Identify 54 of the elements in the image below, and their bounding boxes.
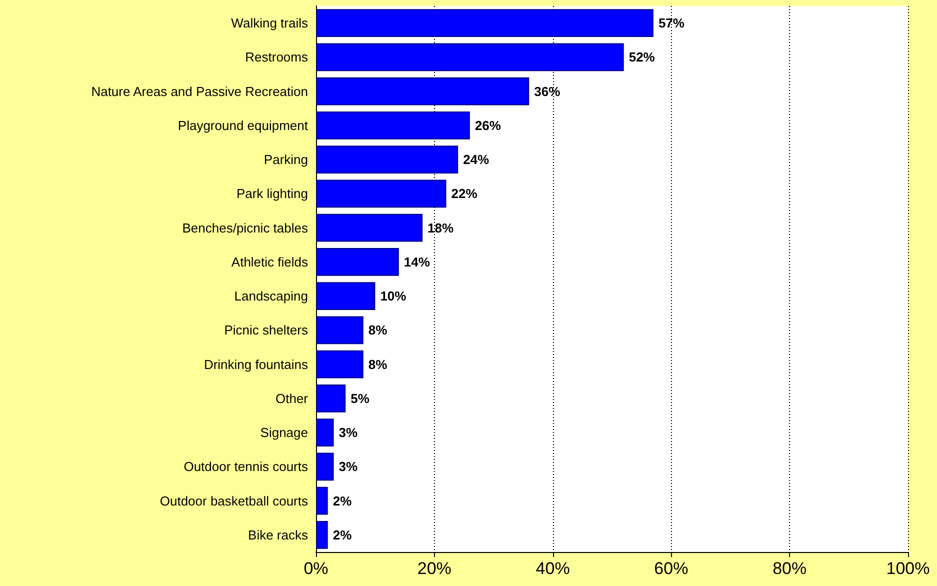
y-tick-label: Bike racks [248, 527, 308, 542]
bar [316, 316, 364, 344]
bar [316, 77, 530, 106]
y-tick-label: Nature Areas and Passive Recreation [91, 84, 308, 99]
y-tick-label: Signage [260, 425, 308, 440]
y-tick-label: Drinking fountains [204, 356, 308, 372]
bar [316, 520, 328, 549]
x-tick-label: 20% [417, 559, 452, 578]
y-tick-label: Benches/picnic tables [182, 220, 308, 236]
data-label: 36% [534, 84, 561, 99]
y-tick-label: Landscaping [234, 288, 308, 304]
bar [316, 214, 423, 242]
data-label: 3% [338, 459, 358, 474]
x-tick-label: 60% [654, 559, 688, 578]
data-label: 18% [428, 220, 454, 236]
y-tick-label: Picnic shelters [224, 322, 308, 338]
y-tick-label: Outdoor tennis courts [184, 459, 308, 474]
data-label: 52% [628, 50, 656, 65]
data-label: 5% [350, 390, 370, 406]
bar [316, 43, 624, 72]
data-label: 8% [368, 356, 388, 372]
y-tick-label: Park lighting [236, 186, 308, 202]
y-tick-label: Athletic fields [231, 254, 308, 270]
bar [316, 9, 654, 38]
data-label: 10% [380, 288, 407, 304]
data-label: 57% [658, 16, 685, 31]
data-label: 26% [474, 118, 502, 133]
bar [316, 111, 470, 140]
y-tick-label: Playground equipment [178, 118, 308, 133]
bar [316, 452, 334, 481]
data-label: 22% [451, 186, 478, 202]
bar [316, 486, 328, 515]
x-tick-label: 40% [536, 559, 570, 578]
bar [316, 350, 364, 378]
data-label: 24% [463, 152, 490, 168]
bar [316, 418, 334, 447]
data-label: 2% [332, 493, 352, 508]
y-tick-label: Walking trails [231, 16, 308, 31]
data-label: 2% [332, 527, 352, 542]
data-label: 14% [404, 254, 430, 270]
y-tick-label: Parking [264, 152, 308, 168]
y-tick-label: Restrooms [245, 50, 308, 65]
x-tick-label: 0% [304, 559, 328, 578]
x-tick-label: 100% [886, 559, 930, 578]
y-tick-label: Other [275, 390, 309, 406]
x-tick-label: 80% [772, 559, 807, 578]
bar [316, 384, 346, 412]
bar [316, 146, 458, 174]
data-label: 8% [368, 322, 388, 338]
y-tick-label: Outdoor basketball courts [160, 493, 308, 508]
bar [316, 180, 446, 208]
bar [316, 248, 399, 276]
data-label: 3% [338, 425, 358, 440]
bar [316, 282, 376, 310]
